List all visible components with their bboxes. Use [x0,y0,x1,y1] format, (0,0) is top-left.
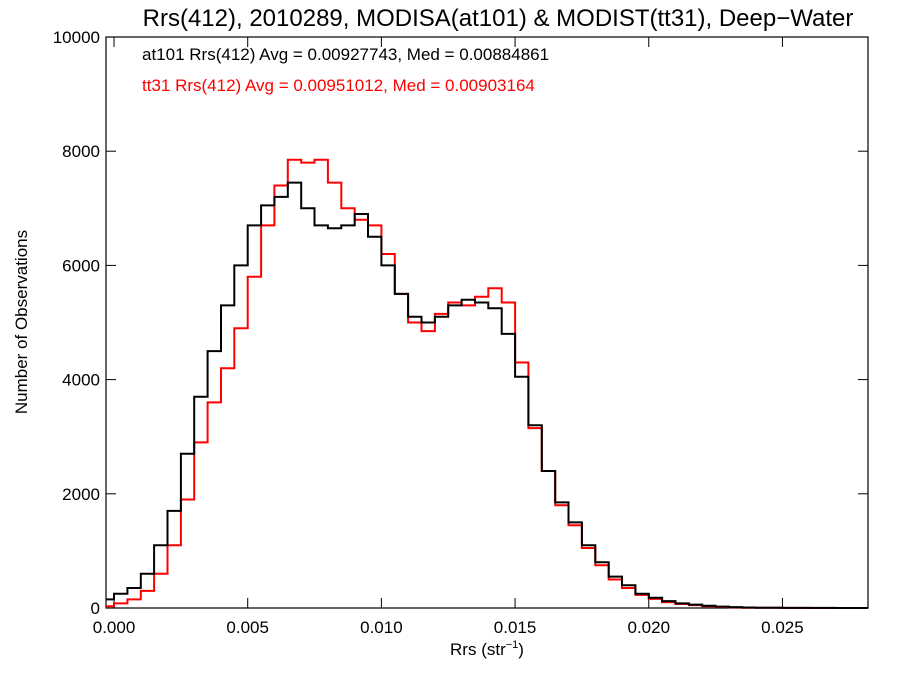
y-tick-label: 8000 [62,142,100,161]
x-tick-label: 0.010 [360,618,403,637]
y-tick-label: 0 [91,599,100,618]
x-tick-label: 0.015 [494,618,537,637]
x-tick-label: 0.005 [226,618,269,637]
x-tick-label: 0.000 [93,618,136,637]
y-axis: 0 2000 4000 6000 8000 10000 [53,28,868,618]
x-axis-label-superscript: −1 [506,639,519,651]
plot-frame [105,36,869,609]
x-axis: 0.000 0.005 0.010 0.015 0.020 0.025 [93,37,804,637]
x-axis-label: Rrs (str−1) [450,639,524,659]
x-tick-label: 0.025 [761,618,804,637]
y-tick-label: 6000 [62,256,100,275]
series-line-at101 [106,181,868,609]
x-tick-label: 0.020 [627,618,670,637]
y-axis-label: Number of Observations [12,230,31,414]
legend-entry-at101: at101 Rrs(412) Avg = 0.00927743, Med = 0… [142,45,549,64]
legend-entry-tt31: tt31 Rrs(412) Avg = 0.00951012, Med = 0.… [142,76,535,95]
y-tick-label: 10000 [53,28,100,47]
series-layer [106,158,868,609]
series-line-tt31 [106,158,868,609]
y-tick-label: 2000 [62,485,100,504]
y-tick-label: 4000 [62,371,100,390]
chart-title: Rrs(412), 2010289, MODISA(at101) & MODIS… [143,5,854,32]
